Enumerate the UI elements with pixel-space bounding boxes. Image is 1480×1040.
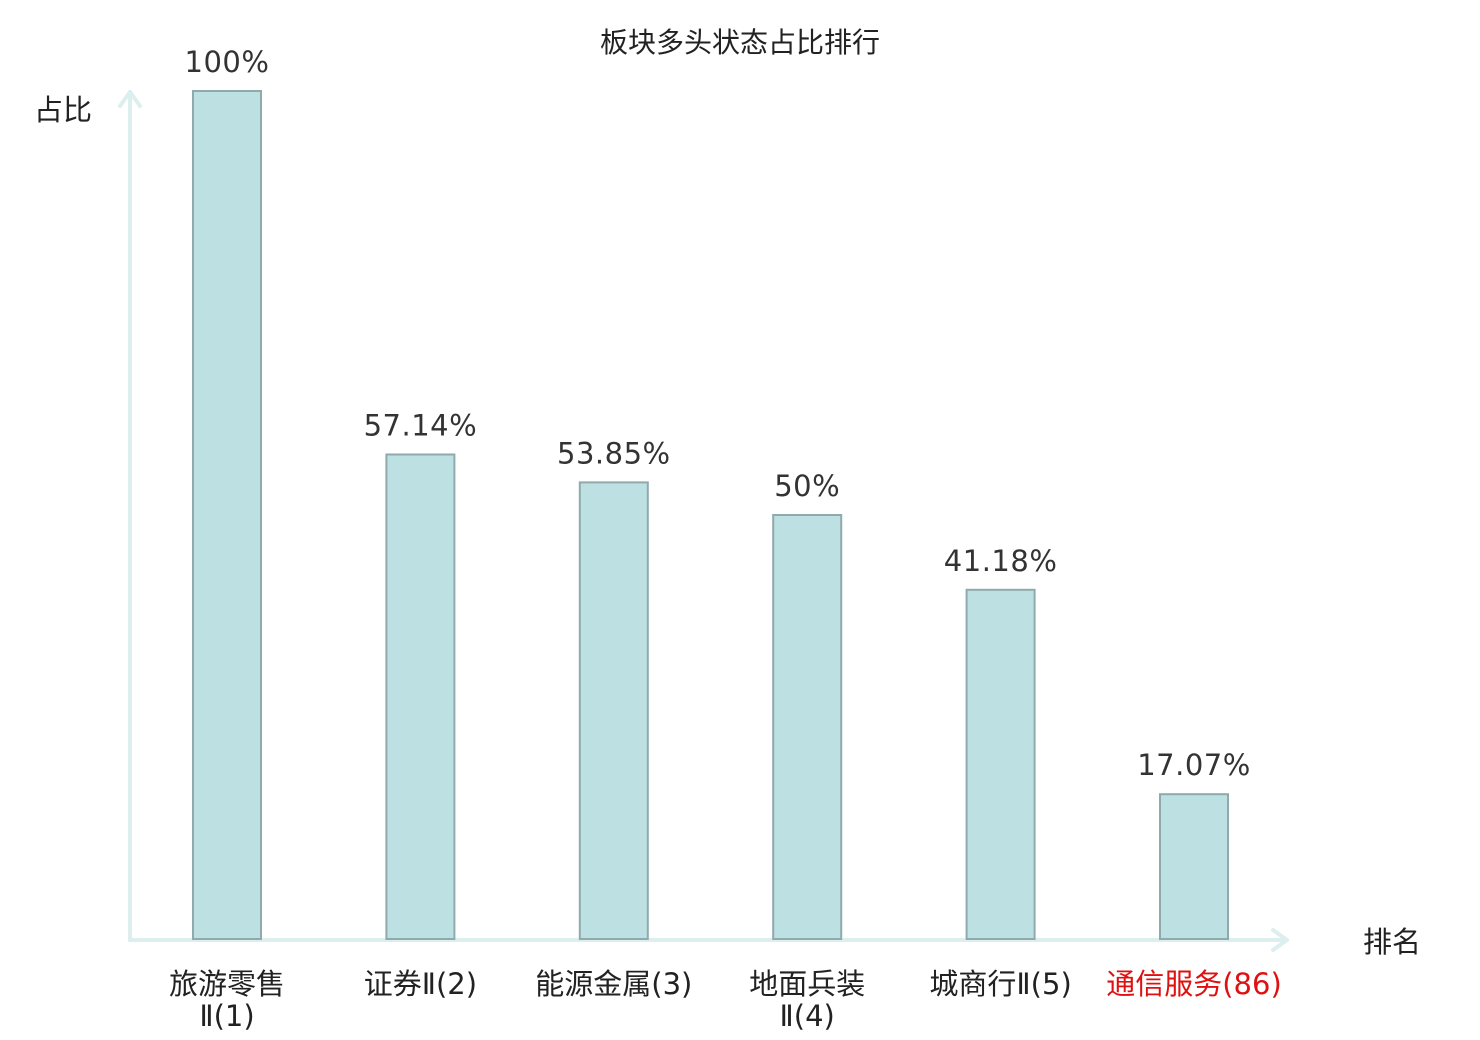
category-label-3: 能源金属(3) [535, 967, 692, 1001]
y-axis-label: 占比 [34, 93, 92, 127]
bars-group [192, 90, 1229, 941]
bar-6 [1159, 793, 1229, 941]
x-axis-label: 排名 [1363, 925, 1421, 959]
category-label-4-line-1: 地面兵装 [749, 967, 865, 1001]
value-label-6: 17.07% [1137, 748, 1251, 782]
axes [118, 90, 1289, 952]
chart-title: 板块多头状态占比排行 [600, 26, 880, 59]
bar-3 [578, 481, 649, 940]
value-label-4: 50% [774, 469, 840, 503]
category-label-2: 证券Ⅱ(2) [364, 967, 477, 1001]
bar-2 [385, 453, 456, 940]
value-label-3: 53.85% [557, 436, 671, 470]
y-axis-arrow-icon [118, 90, 142, 108]
value-label-5: 41.18% [944, 544, 1058, 578]
bar-4 [772, 514, 843, 940]
category-label-4-line-2: Ⅱ(4) [780, 999, 835, 1033]
category-label-1-line-2: Ⅱ(1) [199, 999, 254, 1033]
category-label-1-line-1: 旅游零售 [169, 967, 285, 1001]
value-label-1: 100% [185, 45, 270, 79]
value-label-2: 57.14% [364, 409, 478, 443]
category-label-5: 城商行Ⅱ(5) [929, 967, 1071, 1001]
value-labels-group: 100% 57.14% 53.85% 50% 41.18% 17.07% [185, 45, 1251, 782]
category-label-6: 通信服务(86) [1106, 967, 1282, 1001]
bar-1 [192, 90, 262, 940]
bar-5 [965, 588, 1036, 940]
x-axis-arrow-icon [1271, 928, 1289, 952]
